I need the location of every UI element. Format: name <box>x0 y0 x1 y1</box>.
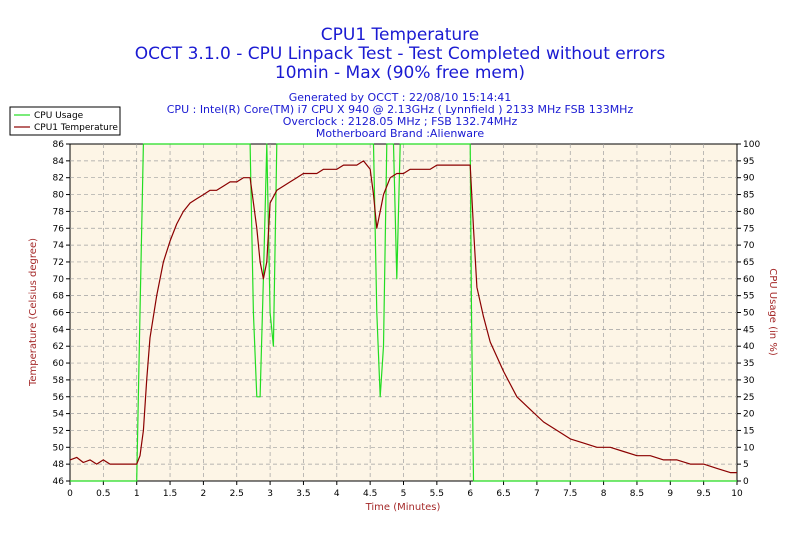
y-tick-label-right: 50 <box>743 309 755 319</box>
y-tick-label-right: 85 <box>743 191 754 201</box>
y-tick-label-left: 72 <box>53 258 64 268</box>
legend-label-temperature: CPU1 Temperature <box>34 123 118 133</box>
y-tick-label-right: 10 <box>743 443 755 453</box>
x-tick-label: 7 <box>534 489 540 499</box>
y-tick-label-right: 80 <box>743 207 755 217</box>
x-tick-label: 10 <box>731 489 743 499</box>
y-tick-label-left: 86 <box>53 140 65 150</box>
x-tick-label: 2 <box>201 489 207 499</box>
info-overclock: Overclock : 2128.05 MHz ; FSB 132.74MHz <box>283 115 518 128</box>
y-tick-label-left: 76 <box>53 224 65 234</box>
y-tick-label-left: 56 <box>53 393 65 403</box>
info-motherboard: Motherboard Brand :Alienware <box>316 127 484 140</box>
y-tick-label-right: 100 <box>743 140 760 150</box>
y-tick-label-left: 50 <box>53 443 65 453</box>
x-tick-label: 8.5 <box>630 489 644 499</box>
y-tick-label-right: 45 <box>743 325 754 335</box>
y-tick-label-left: 46 <box>53 477 65 487</box>
legend-label-cpu-usage: CPU Usage <box>34 111 84 121</box>
y-tick-label-right: 15 <box>743 426 754 436</box>
y-tick-label-right: 25 <box>743 393 754 403</box>
x-tick-label: 5 <box>401 489 407 499</box>
chart-title: CPU1 Temperature <box>321 25 479 45</box>
x-tick-label: 7.5 <box>563 489 577 499</box>
x-tick-label: 1 <box>134 489 140 499</box>
x-tick-label: 0 <box>67 489 73 499</box>
y-tick-label-right: 40 <box>743 342 755 352</box>
x-tick-label: 9 <box>667 489 673 499</box>
x-tick-label: 6.5 <box>496 489 510 499</box>
y-tick-label-right: 20 <box>743 410 755 420</box>
legend: CPU Usage CPU1 Temperature <box>9 106 121 136</box>
y-tick-label-left: 62 <box>53 342 64 352</box>
axis-layer: 0 0.5 1 1.5 2 2.5 3 3.5 4 4.5 5 5.5 6 6.5 7 7.5 8 8.5 9 9.5… <box>53 140 761 499</box>
y-tick-label-right: 30 <box>743 376 755 386</box>
x-tick-label: 5.5 <box>430 489 444 499</box>
y-axis-label-left: Temperature (Celsius degree) <box>28 238 39 387</box>
y-tick-label-left: 60 <box>53 359 65 369</box>
y-tick-label-right: 70 <box>743 241 755 251</box>
x-tick-label: 2.5 <box>230 489 244 499</box>
x-axis-label: Time (Minutes) <box>365 502 441 513</box>
y-tick-label-left: 78 <box>53 207 65 217</box>
x-tick-label: 3.5 <box>296 489 310 499</box>
x-tick-label: 0.5 <box>96 489 110 499</box>
y-tick-label-left: 80 <box>53 191 65 201</box>
temperature-line <box>69 160 737 474</box>
y-tick-label-right: 5 <box>743 460 749 470</box>
y-tick-label-left: 54 <box>53 410 65 420</box>
x-tick-label: 1.5 <box>163 489 177 499</box>
x-tick-label: 8 <box>601 489 607 499</box>
y-tick-label-left: 58 <box>53 376 65 386</box>
y-tick-label-right: 75 <box>743 224 754 234</box>
series-layer <box>69 143 737 482</box>
grid-layer <box>70 144 737 481</box>
y-tick-label-left: 66 <box>53 309 65 319</box>
y-tick-label-right: 0 <box>743 477 749 487</box>
y-tick-label-left: 52 <box>53 426 64 436</box>
y-tick-label-right: 65 <box>743 258 754 268</box>
y-tick-label-left: 74 <box>53 241 65 251</box>
chart-subtitle-line-1: OCCT 3.1.0 - CPU Linpack Test - Test Com… <box>135 44 666 64</box>
y-tick-label-left: 82 <box>53 174 64 184</box>
chart-subtitle-line-2: 10min - Max (90% free mem) <box>275 63 525 83</box>
y-tick-label-left: 70 <box>53 275 65 285</box>
y-tick-label-left: 64 <box>53 325 65 335</box>
info-generated: Generated by OCCT : 22/08/10 15:14:41 <box>289 91 512 104</box>
y-tick-label-left: 48 <box>53 460 65 470</box>
x-tick-label: 4 <box>334 489 340 499</box>
x-tick-label: 3 <box>267 489 273 499</box>
info-cpu: CPU : Intel(R) Core(TM) i7 CPU X 940 @ 2… <box>167 103 634 116</box>
x-tick-label: 6 <box>467 489 473 499</box>
y-tick-label-right: 95 <box>743 157 754 167</box>
y-tick-label-right: 55 <box>743 292 754 302</box>
cpu-usage-line <box>70 143 737 482</box>
y-tick-label-right: 60 <box>743 275 755 285</box>
y-tick-label-right: 35 <box>743 359 754 369</box>
y-tick-label-left: 68 <box>53 292 65 302</box>
y-tick-label-left: 84 <box>53 157 65 167</box>
x-tick-label: 4.5 <box>363 489 377 499</box>
x-tick-label: 9.5 <box>696 489 710 499</box>
y-axis-label-right: CPU Usage (in %) <box>767 268 778 356</box>
legend-box <box>9 106 121 136</box>
y-tick-label-right: 90 <box>743 174 755 184</box>
